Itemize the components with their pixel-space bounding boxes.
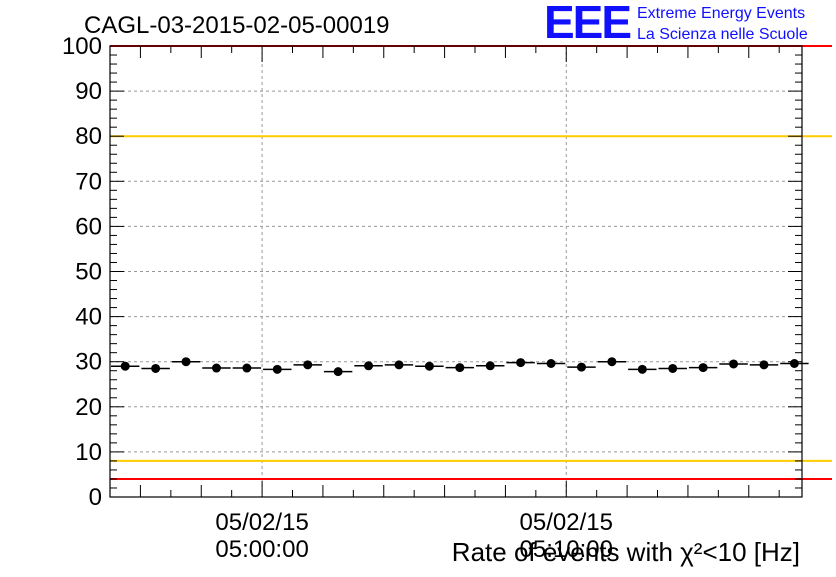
data-point <box>637 364 647 374</box>
data-point <box>516 358 526 368</box>
data-point <box>242 363 252 373</box>
y-tick-label: 70 <box>75 168 102 195</box>
data-point <box>698 363 708 373</box>
data-point <box>272 364 282 374</box>
x-axis-title: Rate of events with χ²<10 [Hz] <box>452 537 800 567</box>
y-tick-label: 60 <box>75 213 102 240</box>
data-point <box>394 360 404 370</box>
data-point <box>607 357 617 367</box>
data-point <box>151 363 161 373</box>
grid-lines <box>110 46 802 497</box>
data-point <box>485 361 495 371</box>
data-points <box>111 357 809 377</box>
y-tick-label: 100 <box>62 33 102 60</box>
logo-line-2: La Scienza nelle Scuole <box>637 26 808 43</box>
y-tick-label: 90 <box>75 78 102 105</box>
data-point <box>303 360 313 370</box>
x-tick-label-date: 05/02/15 <box>215 509 308 536</box>
y-tick-label: 80 <box>75 123 102 150</box>
logo-line-1: Extreme Energy Events <box>637 5 805 22</box>
plot-frame <box>109 45 803 498</box>
data-point <box>364 361 374 371</box>
axis-ticks <box>110 45 802 498</box>
eee-logo-mark: EEE <box>544 0 630 48</box>
y-tick-labels: 0 10 20 30 40 50 60 70 80 90 100 <box>62 33 102 511</box>
data-point <box>333 367 343 377</box>
data-point <box>546 359 556 369</box>
x-tick-label-time: 05:10:00 <box>520 536 613 563</box>
chart-title: CAGL-03-2015-02-05-00019 <box>84 12 390 39</box>
y-tick-label: 50 <box>75 259 102 286</box>
data-point <box>729 359 739 369</box>
y-tick-label: 40 <box>75 304 102 331</box>
y-tick-label: 0 <box>89 484 102 511</box>
data-point <box>424 361 434 371</box>
y-tick-label: 20 <box>75 394 102 421</box>
data-point <box>668 363 678 373</box>
x-tick-label-time: 05:00:00 <box>215 536 308 563</box>
data-point <box>576 362 586 372</box>
data-point <box>455 363 465 373</box>
data-point <box>181 357 191 367</box>
data-point <box>120 361 130 371</box>
y-tick-label: 10 <box>75 439 102 466</box>
data-point <box>759 360 769 370</box>
data-point <box>789 359 799 369</box>
y-tick-label: 30 <box>75 349 102 376</box>
x-tick-label-date: 05/02/15 <box>520 509 613 536</box>
reference-lines <box>110 45 832 480</box>
data-point <box>211 363 221 373</box>
